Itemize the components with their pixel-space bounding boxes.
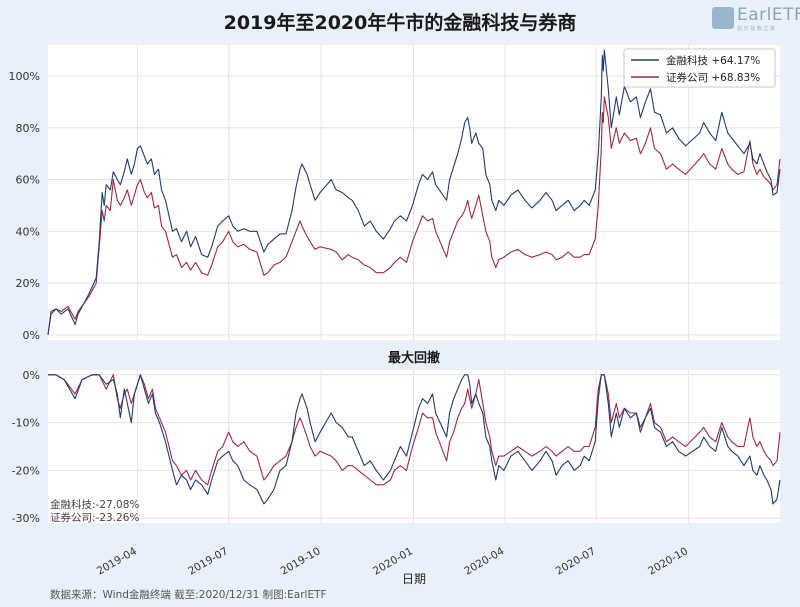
top-y-tick-label: 40%: [16, 225, 40, 238]
bottom-x-tick-labels: 2019-04 2019-07 2019-10 2020-01 2020-04 2020-…: [95, 545, 690, 577]
top-panel: 0% 20% 40% 60% 80% 100% 金融科技 +64.17% 证券公司 +68…: [9, 45, 781, 342]
brand-logo-subtitle: 伯 乐 指 数 之 家: [737, 26, 775, 32]
drawdown-title: 最大回撤: [388, 350, 440, 366]
drawdown-x-tick-label: 2019-04: [95, 545, 139, 577]
drawdown-series-line-brokerage: [48, 374, 781, 486]
bottom-gridlines: [48, 370, 780, 523]
top-y-tick-label: 100%: [9, 70, 40, 83]
brand-logo: EarlETF 伯 乐 指 数 之 家: [712, 5, 800, 33]
bottom-panel: 0% -10% -20% -30% 2019-04 2019-07 2019-10 2020…: [12, 369, 781, 578]
bottom-plot-area: [48, 370, 780, 523]
bottom-y-tick-labels: 0% -10% -20% -30%: [12, 369, 40, 525]
top-legend: 金融科技 +64.17% 证券公司 +68.83%: [623, 48, 776, 88]
top-y-tick-label: 60%: [16, 174, 40, 187]
top-y-tick-label: 0%: [23, 329, 40, 342]
legend-box: [623, 48, 776, 88]
drawdown-x-tick-label: 2019-10: [279, 545, 323, 577]
legend-label-fintech: 金融科技 +64.17%: [666, 54, 760, 67]
top-y-tick-label: 80%: [16, 122, 40, 135]
drawdown-y-tick-label: -10%: [12, 417, 40, 430]
top-gridlines: [48, 45, 780, 340]
annotation-brokerage-drawdown: 证券公司:-23.26%: [50, 511, 139, 524]
annotation-fintech-drawdown: 金融科技:-27.08%: [50, 498, 139, 511]
top-series-line-fintech: [47, 49, 781, 335]
drawdown-x-tick-label: 2019-07: [186, 545, 230, 577]
top-series-group: [47, 49, 781, 335]
drawdown-y-tick-label: -30%: [12, 512, 40, 525]
drawdown-x-tick-label: 2020-07: [554, 545, 598, 577]
x-axis-label: 日期: [402, 572, 426, 586]
drawdown-y-tick-label: 0%: [23, 369, 40, 382]
chart-title: 2019年至2020年牛市的金融科技与券商: [224, 11, 577, 34]
top-plot-area: [48, 45, 780, 340]
brand-logo-mark: [712, 7, 734, 29]
legend-label-brokerage: 证券公司 +68.83%: [666, 71, 760, 84]
drawdown-y-tick-label: -20%: [12, 464, 40, 477]
brand-logo-text: EarlETF: [737, 5, 800, 25]
bottom-series-group: [48, 374, 781, 505]
footer-source: 数据来源：Wind金融终端 截至:2020/12/31 制图:EarlETF: [50, 588, 327, 601]
top-y-tick-labels: 0% 20% 40% 60% 80% 100%: [9, 70, 40, 342]
drawdown-x-tick-label: 2020-04: [462, 545, 506, 577]
drawdown-series-line-fintech: [48, 374, 781, 505]
top-series-line-brokerage: [47, 96, 781, 335]
drawdown-x-tick-label: 2020-10: [646, 545, 690, 577]
top-y-tick-label: 20%: [16, 277, 40, 290]
